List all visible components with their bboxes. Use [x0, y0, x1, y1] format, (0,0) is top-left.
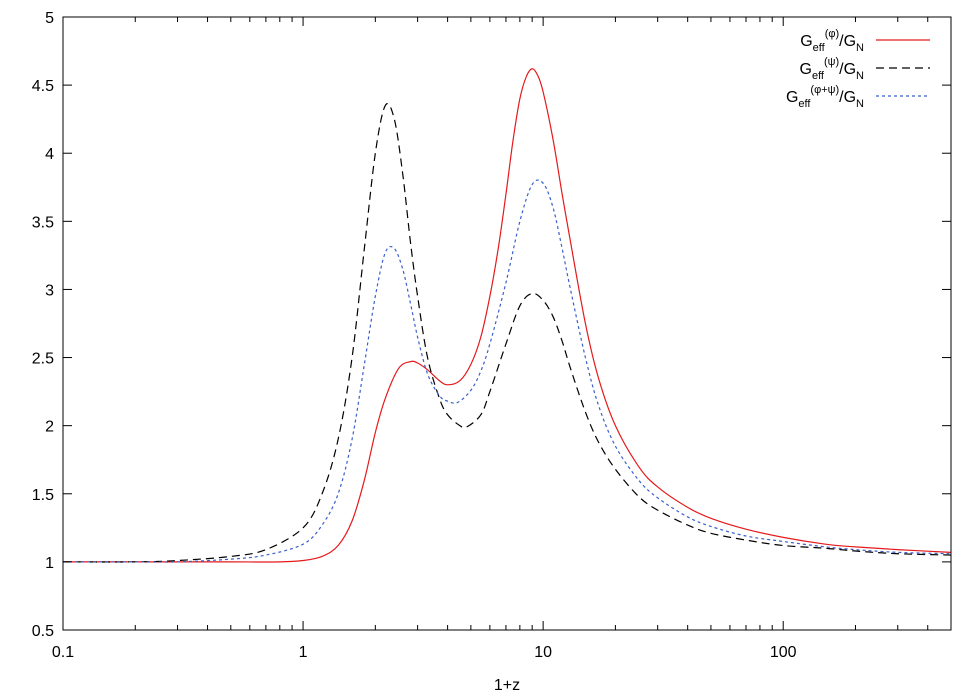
- x-tick-label: 10: [534, 644, 552, 661]
- y-tick-label: 4: [45, 146, 54, 163]
- x-tick-label: 1: [299, 644, 308, 661]
- x-axis-label: 1+z: [494, 677, 520, 694]
- series-line-1: [63, 68, 951, 563]
- y-tick-label: 2.5: [32, 351, 54, 368]
- y-tick-label: 0.5: [32, 623, 54, 640]
- y-tick-label: 2: [45, 419, 54, 436]
- y-tick-label: 1.5: [32, 487, 54, 504]
- y-tick-label: 3.5: [32, 214, 54, 231]
- legend-label-1: Geff(φ)/GN: [800, 28, 864, 54]
- y-tick-label: 3: [45, 282, 54, 299]
- series-line-3: [63, 179, 951, 563]
- y-tick-label: 4.5: [32, 78, 54, 95]
- y-tick-label: 5: [45, 10, 54, 27]
- legend-label-3: Geff(φ+ψ)/GN: [786, 84, 864, 110]
- x-tick-label: 0.1: [52, 644, 74, 661]
- legend-label-2: Geff(ψ)/GN: [800, 56, 865, 82]
- ticks-layer: 0.5 1 1.5 2 2.5 3 3.5 4 4.5 5 0.1 1 10 100: [32, 10, 952, 661]
- series-line-2: [63, 103, 951, 563]
- x-tick-label: 100: [770, 644, 797, 661]
- y-tick-label: 1: [45, 555, 54, 572]
- plot-frame: [62, 16, 952, 631]
- series-layer: [63, 68, 951, 563]
